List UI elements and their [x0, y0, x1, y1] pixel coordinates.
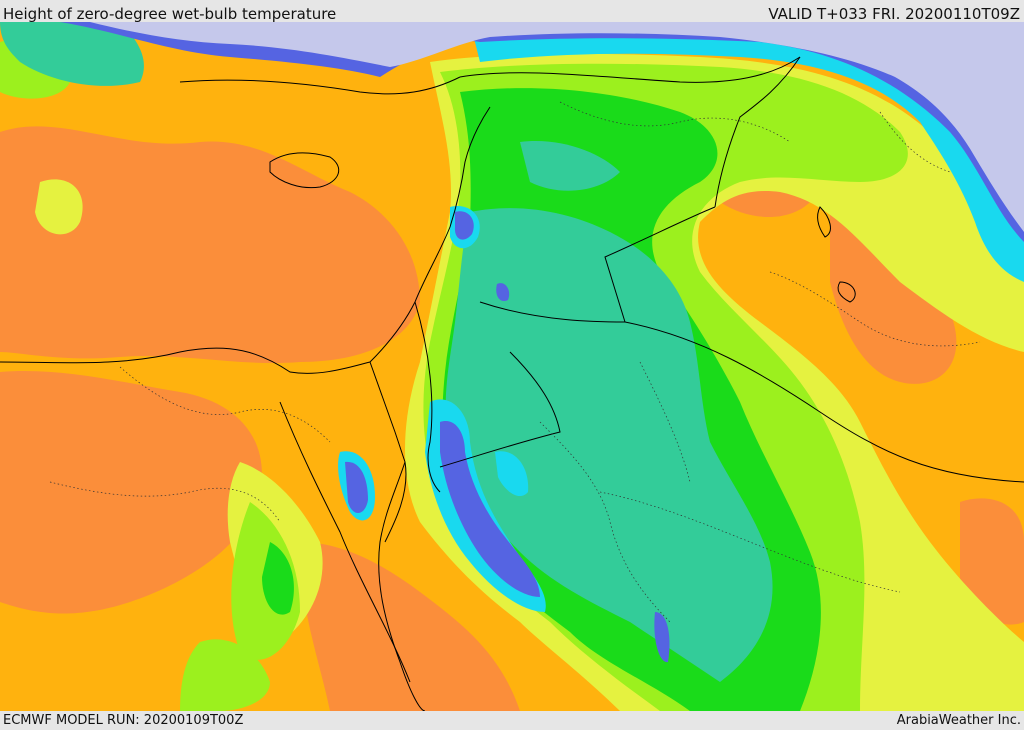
field-teal — [0, 22, 773, 682]
province-borders — [49, 101, 981, 623]
forecast-map[interactable] — [0, 22, 1024, 711]
country-borders — [0, 56, 1024, 711]
model-run: ECMWF MODEL RUN: 20200109T00Z — [3, 713, 244, 728]
credit-text: ArabiaWeather Inc. — [896, 713, 1021, 728]
header-bar: Height of zero-degree wet-bulb temperatu… — [0, 0, 1024, 23]
footer-bar: ECMWF MODEL RUN: 20200109T00Z ArabiaWeat… — [0, 711, 1024, 729]
field-lavender — [90, 22, 1024, 232]
map-title: Height of zero-degree wet-bulb temperatu… — [3, 5, 337, 23]
valid-time: VALID T+033 FRI. 20200110T09Z — [768, 5, 1020, 23]
